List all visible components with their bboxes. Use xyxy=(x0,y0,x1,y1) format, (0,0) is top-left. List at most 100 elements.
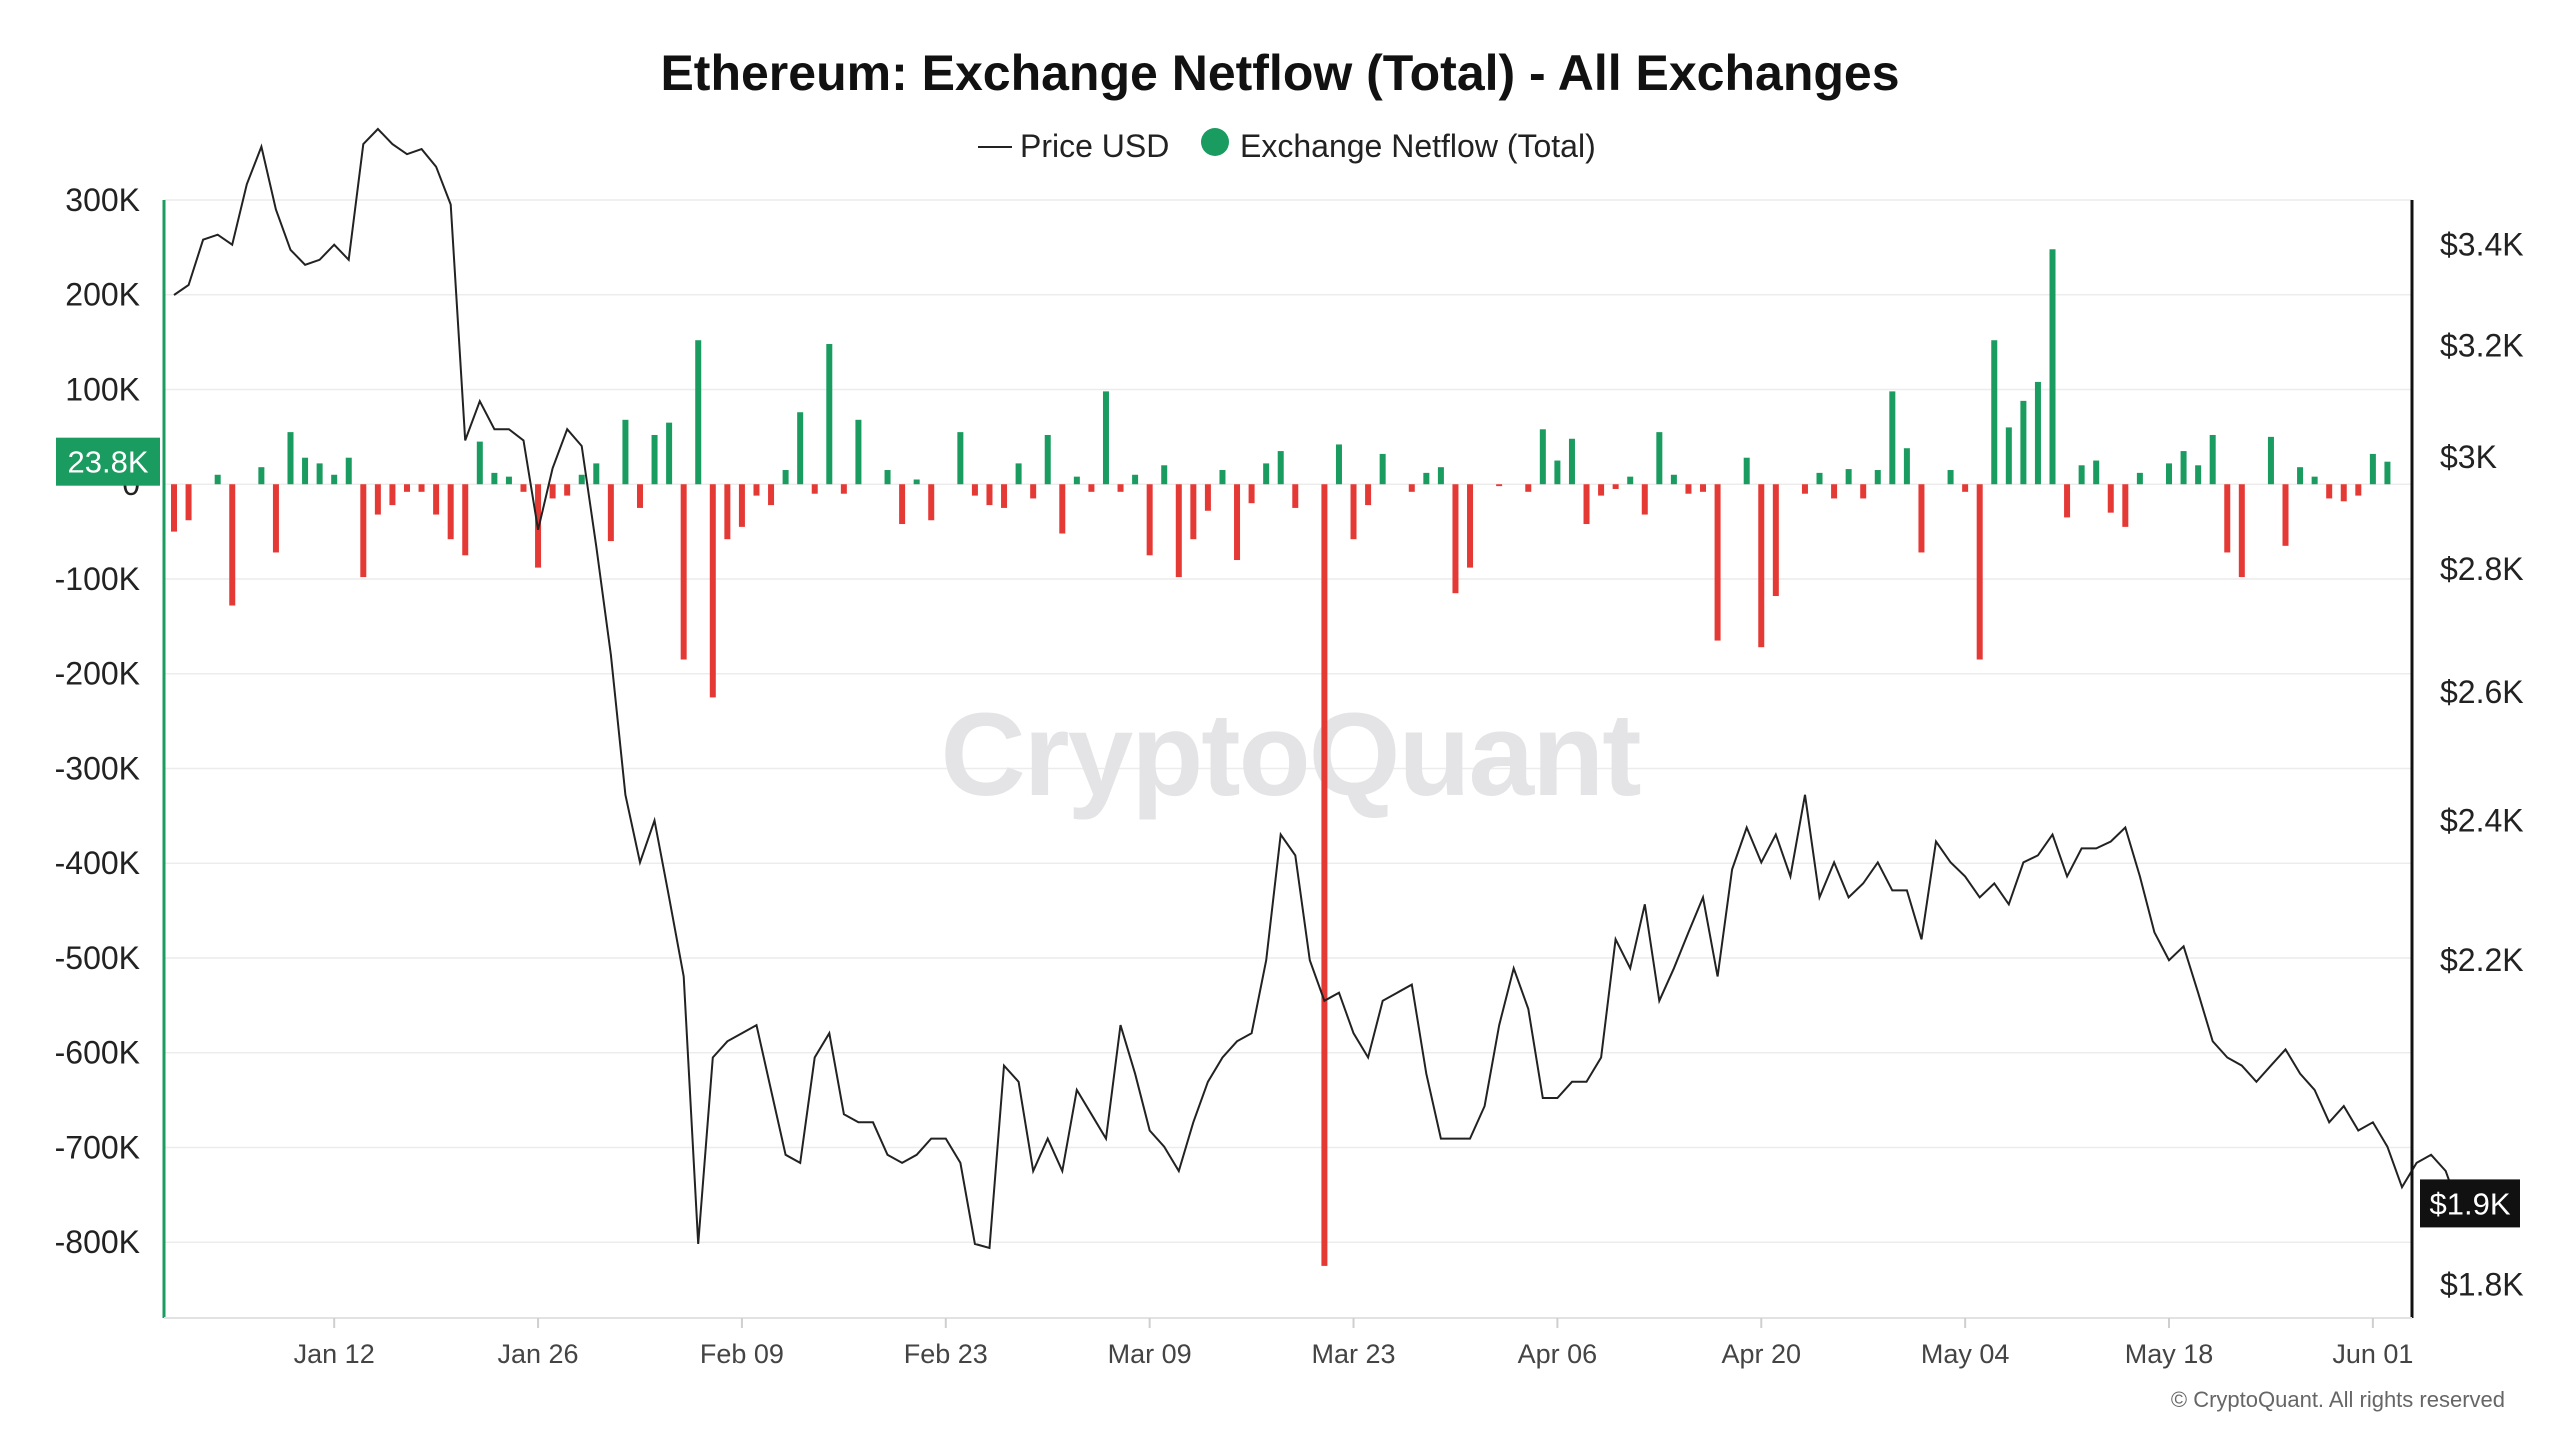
netflow-bar xyxy=(433,484,440,515)
netflow-bar xyxy=(1423,472,1430,485)
netflow-bar xyxy=(2311,476,2318,485)
netflow-bar xyxy=(1001,484,1008,508)
netflow-bar xyxy=(2122,484,2129,527)
legend-netflow-label[interactable]: Exchange Netflow (Total) xyxy=(1240,128,1596,164)
netflow-bar xyxy=(1714,484,1721,641)
netflow-bar xyxy=(913,479,920,485)
netflow-bar xyxy=(2369,453,2376,485)
right-tick-label: $2.4K xyxy=(2440,802,2524,838)
netflow-bar xyxy=(782,470,789,485)
netflow-bar xyxy=(331,474,338,485)
x-tick-label: Apr 06 xyxy=(1518,1339,1598,1369)
netflow-bar xyxy=(1831,484,1838,499)
netflow-bar xyxy=(1335,444,1342,485)
netflow-bar xyxy=(855,419,862,485)
netflow-bar xyxy=(607,484,614,542)
left-tick-label: 300K xyxy=(65,182,140,218)
netflow-bar xyxy=(1816,472,1823,485)
netflow-bar xyxy=(2180,451,2187,485)
legend-price-label[interactable]: Price USD xyxy=(1020,128,1169,164)
netflow-bar xyxy=(549,484,556,499)
netflow-bar xyxy=(753,484,760,496)
netflow-bar xyxy=(1496,484,1503,487)
netflow-bar xyxy=(564,484,571,496)
netflow-bar xyxy=(1467,484,1474,568)
netflow-bar xyxy=(287,432,294,485)
x-tick-label: Jan 26 xyxy=(498,1339,579,1369)
netflow-bar xyxy=(1656,432,1663,485)
netflow-bar xyxy=(1146,484,1153,556)
left-tick-label: -100K xyxy=(55,561,140,597)
netflow-bar xyxy=(1641,484,1648,515)
x-tick-label: May 18 xyxy=(2125,1339,2214,1369)
netflow-bar xyxy=(1248,484,1255,504)
netflow-current-badge-label: 23.8K xyxy=(67,445,148,480)
netflow-bar xyxy=(2049,249,2056,485)
x-tick-label: May 04 xyxy=(1921,1339,2010,1369)
netflow-bar xyxy=(1073,476,1080,485)
x-tick-label: Mar 23 xyxy=(1312,1339,1396,1369)
x-tick-label: Jan 12 xyxy=(294,1339,375,1369)
left-tick-label: -600K xyxy=(55,1035,140,1071)
netflow-bar xyxy=(1161,465,1168,485)
netflow-bar xyxy=(826,344,833,485)
netflow-bar xyxy=(1903,448,1910,485)
netflow-bar xyxy=(302,457,309,485)
netflow-bar xyxy=(1117,484,1124,492)
netflow-bar xyxy=(1845,469,1852,485)
netflow-bar xyxy=(986,484,993,506)
netflow-bar xyxy=(2282,484,2289,546)
netflow-bar xyxy=(1234,484,1241,561)
netflow-bar xyxy=(840,484,847,494)
netflow-bar xyxy=(1991,340,1998,485)
netflow-bar xyxy=(1976,484,1983,660)
netflow-bar xyxy=(1277,451,1284,485)
netflow-bar xyxy=(1044,434,1051,485)
netflow-bar xyxy=(666,422,673,485)
netflow-bar xyxy=(651,434,658,485)
netflow-bar xyxy=(622,419,629,485)
netflow-bar xyxy=(1947,470,1954,485)
netflow-bar xyxy=(476,441,483,485)
x-tick-label: Feb 09 xyxy=(700,1339,784,1369)
netflow-bar xyxy=(2107,484,2114,513)
copyright-text: © CryptoQuant. All rights reserved xyxy=(2171,1387,2505,1412)
netflow-bar xyxy=(418,484,425,492)
netflow-bar xyxy=(1132,474,1139,485)
netflow-bar xyxy=(1918,484,1925,553)
netflow-bar xyxy=(2195,465,2202,485)
netflow-bar xyxy=(1772,484,1779,597)
netflow-bar xyxy=(1452,484,1459,594)
netflow-bar xyxy=(768,484,775,506)
netflow-bar xyxy=(1700,484,1707,492)
netflow-bar xyxy=(185,484,192,521)
netflow-bar xyxy=(695,340,702,485)
netflow-bar xyxy=(2136,472,2143,485)
netflow-bar xyxy=(2297,467,2304,485)
netflow-bar xyxy=(1204,484,1211,511)
netflow-bar xyxy=(258,467,265,485)
netflow-bar xyxy=(1350,484,1357,540)
netflow-bar xyxy=(2034,381,2041,485)
netflow-bar xyxy=(1685,484,1692,494)
right-tick-label: $2.2K xyxy=(2440,942,2524,978)
netflow-bar xyxy=(1408,484,1415,492)
right-tick-label: $3K xyxy=(2440,439,2497,475)
netflow-bar xyxy=(1379,453,1386,485)
netflow-bar xyxy=(1583,484,1590,525)
netflow-bar xyxy=(1874,470,1881,485)
netflow-bar xyxy=(1612,484,1619,489)
netflow-bar xyxy=(1292,484,1299,508)
netflow-bar xyxy=(447,484,454,540)
netflow-bar xyxy=(1627,476,1634,485)
netflow-bar xyxy=(680,484,687,660)
price-current-badge-label: $1.9K xyxy=(2429,1186,2510,1221)
legend[interactable]: Price USD Exchange Netflow (Total) xyxy=(978,128,1596,164)
price-line xyxy=(173,127,2476,1250)
netflow-bar xyxy=(1437,467,1444,485)
netflow-bar xyxy=(491,472,498,485)
left-tick-label: -800K xyxy=(55,1224,140,1260)
netflow-bar xyxy=(2340,484,2347,502)
netflow-bar xyxy=(1598,484,1605,496)
left-tick-label: 200K xyxy=(65,277,140,313)
